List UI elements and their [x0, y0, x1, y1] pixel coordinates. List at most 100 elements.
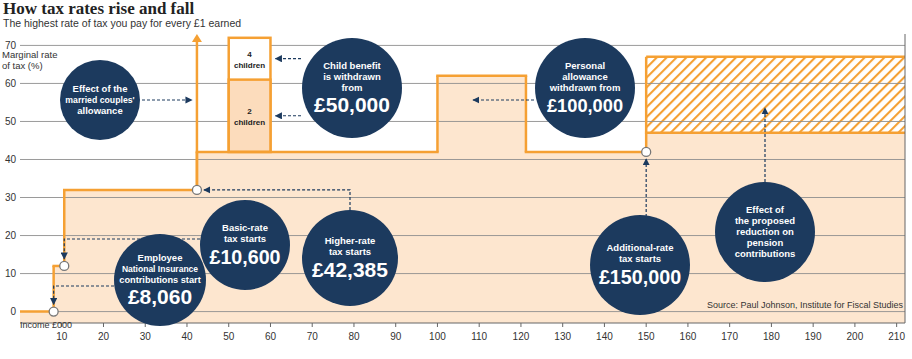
spike [196, 41, 199, 190]
threshold-marker [642, 147, 651, 156]
plot-frame [905, 34, 906, 323]
chart: How tax rates rise and fallThe highest r… [0, 0, 912, 359]
annotation-text: Higher-rate [325, 235, 376, 246]
x-tick-label: 190 [805, 331, 822, 342]
x-tick [395, 323, 396, 327]
x-tick [646, 323, 647, 327]
annotation-text: Effect of the [73, 83, 128, 94]
annotation-circle [715, 182, 815, 282]
y-tick-label: 50 [5, 116, 17, 127]
x-tick [813, 323, 814, 327]
annotation-text: the proposed [735, 215, 795, 226]
step-segment [64, 189, 197, 192]
x-tick-label: 130 [554, 331, 571, 342]
y-tick-label: 60 [5, 78, 17, 89]
x-axis-label: Income £000 [20, 320, 72, 330]
grid-line [20, 45, 905, 46]
step-segment [526, 151, 646, 154]
x-tick-label: 110 [471, 331, 487, 342]
x-tick-label: 90 [390, 331, 402, 342]
step-segment [646, 132, 905, 135]
x-tick-label: 150 [638, 331, 655, 342]
annotation-text: Personal [565, 60, 605, 71]
y-tick-label: 0 [10, 306, 16, 317]
subtitle: The highest rate of tax you pay for ever… [3, 17, 241, 29]
x-tick [228, 323, 229, 327]
annotation-text: Effect of [746, 204, 785, 215]
source: Source: Paul Johnson, Institute for Fisc… [707, 300, 904, 310]
annotation-arrow [204, 190, 350, 210]
annotation-circle [590, 215, 690, 315]
grid-line [20, 121, 905, 122]
annotation-circle [302, 38, 402, 138]
x-tick-label: 200 [847, 331, 864, 342]
x-tick [186, 323, 187, 327]
x-tick-label: 40 [181, 331, 193, 342]
y-tick-label: 10 [5, 268, 17, 279]
annotation-text: National Insurance [122, 264, 198, 274]
x-tick-label: 20 [98, 331, 110, 342]
title: How tax rates rise and fall [3, 0, 195, 18]
x-tick-label: 50 [223, 331, 235, 342]
x-tick-label: 120 [513, 331, 530, 342]
x-tick [854, 323, 855, 327]
annotation-text: Employee [138, 252, 183, 263]
grid-line [20, 83, 905, 84]
annotation-text: is withdrawn [323, 71, 381, 82]
step-segment [437, 75, 526, 78]
annotation-text: tax starts [619, 253, 661, 264]
x-tick [520, 323, 521, 327]
riser [645, 57, 648, 133]
x-tick [771, 323, 772, 327]
label-line: 2 [247, 107, 252, 116]
annotation-circle [60, 60, 140, 140]
annotation-amount: £42,385 [312, 258, 388, 281]
riser [52, 266, 55, 312]
annotation-arrow [275, 58, 301, 59]
label-line: children [234, 61, 265, 70]
x-tick-label: 170 [721, 331, 738, 342]
series-label: 4 children [234, 50, 265, 70]
y-tick-label: 20 [5, 230, 17, 241]
x-tick [353, 323, 354, 327]
x-tick [437, 323, 438, 327]
annotation-text: from [341, 82, 362, 93]
plot-area [20, 34, 905, 323]
x-tick-label: 210 [888, 331, 905, 342]
x-tick-label: 160 [680, 331, 697, 342]
label-line: 4 [247, 50, 252, 59]
y-axis-label: of tax (%) [2, 60, 43, 71]
annotation-arrow [275, 115, 301, 116]
annotation-text: withdrawn from [549, 82, 621, 93]
threshold-marker [60, 261, 69, 270]
x-tick [312, 323, 313, 327]
annotation-circle [302, 210, 398, 306]
x-tick-label: 60 [265, 331, 277, 342]
child-box [229, 80, 271, 152]
annotation-text: Basic-rate [222, 222, 268, 233]
x-tick-label: 140 [596, 331, 613, 342]
annotation-text: contributions start [119, 275, 200, 285]
annotation-text: reduction on [736, 226, 794, 237]
step-segment [197, 151, 438, 154]
x-tick [270, 323, 271, 327]
annotation-circle [114, 234, 206, 326]
annotation-circle [535, 38, 635, 138]
x-tick [103, 323, 104, 327]
x-tick [604, 323, 605, 327]
y-tick-label: 40 [5, 154, 17, 165]
threshold-marker [192, 185, 201, 194]
x-tick-label: 70 [307, 331, 319, 342]
x-tick [479, 323, 480, 327]
x-tick [687, 323, 688, 327]
annotation-amount: £10,600 [209, 246, 280, 268]
series-label: 2children [234, 107, 265, 127]
annotation-arrow [54, 286, 114, 305]
riser [525, 76, 528, 152]
y-tick-label: 30 [5, 192, 17, 203]
annotation-arrow [473, 99, 534, 100]
x-tick [562, 323, 563, 327]
annotation-text: pension [747, 237, 784, 248]
annotation-text: Child benefit [323, 60, 381, 71]
threshold-marker [49, 307, 58, 316]
